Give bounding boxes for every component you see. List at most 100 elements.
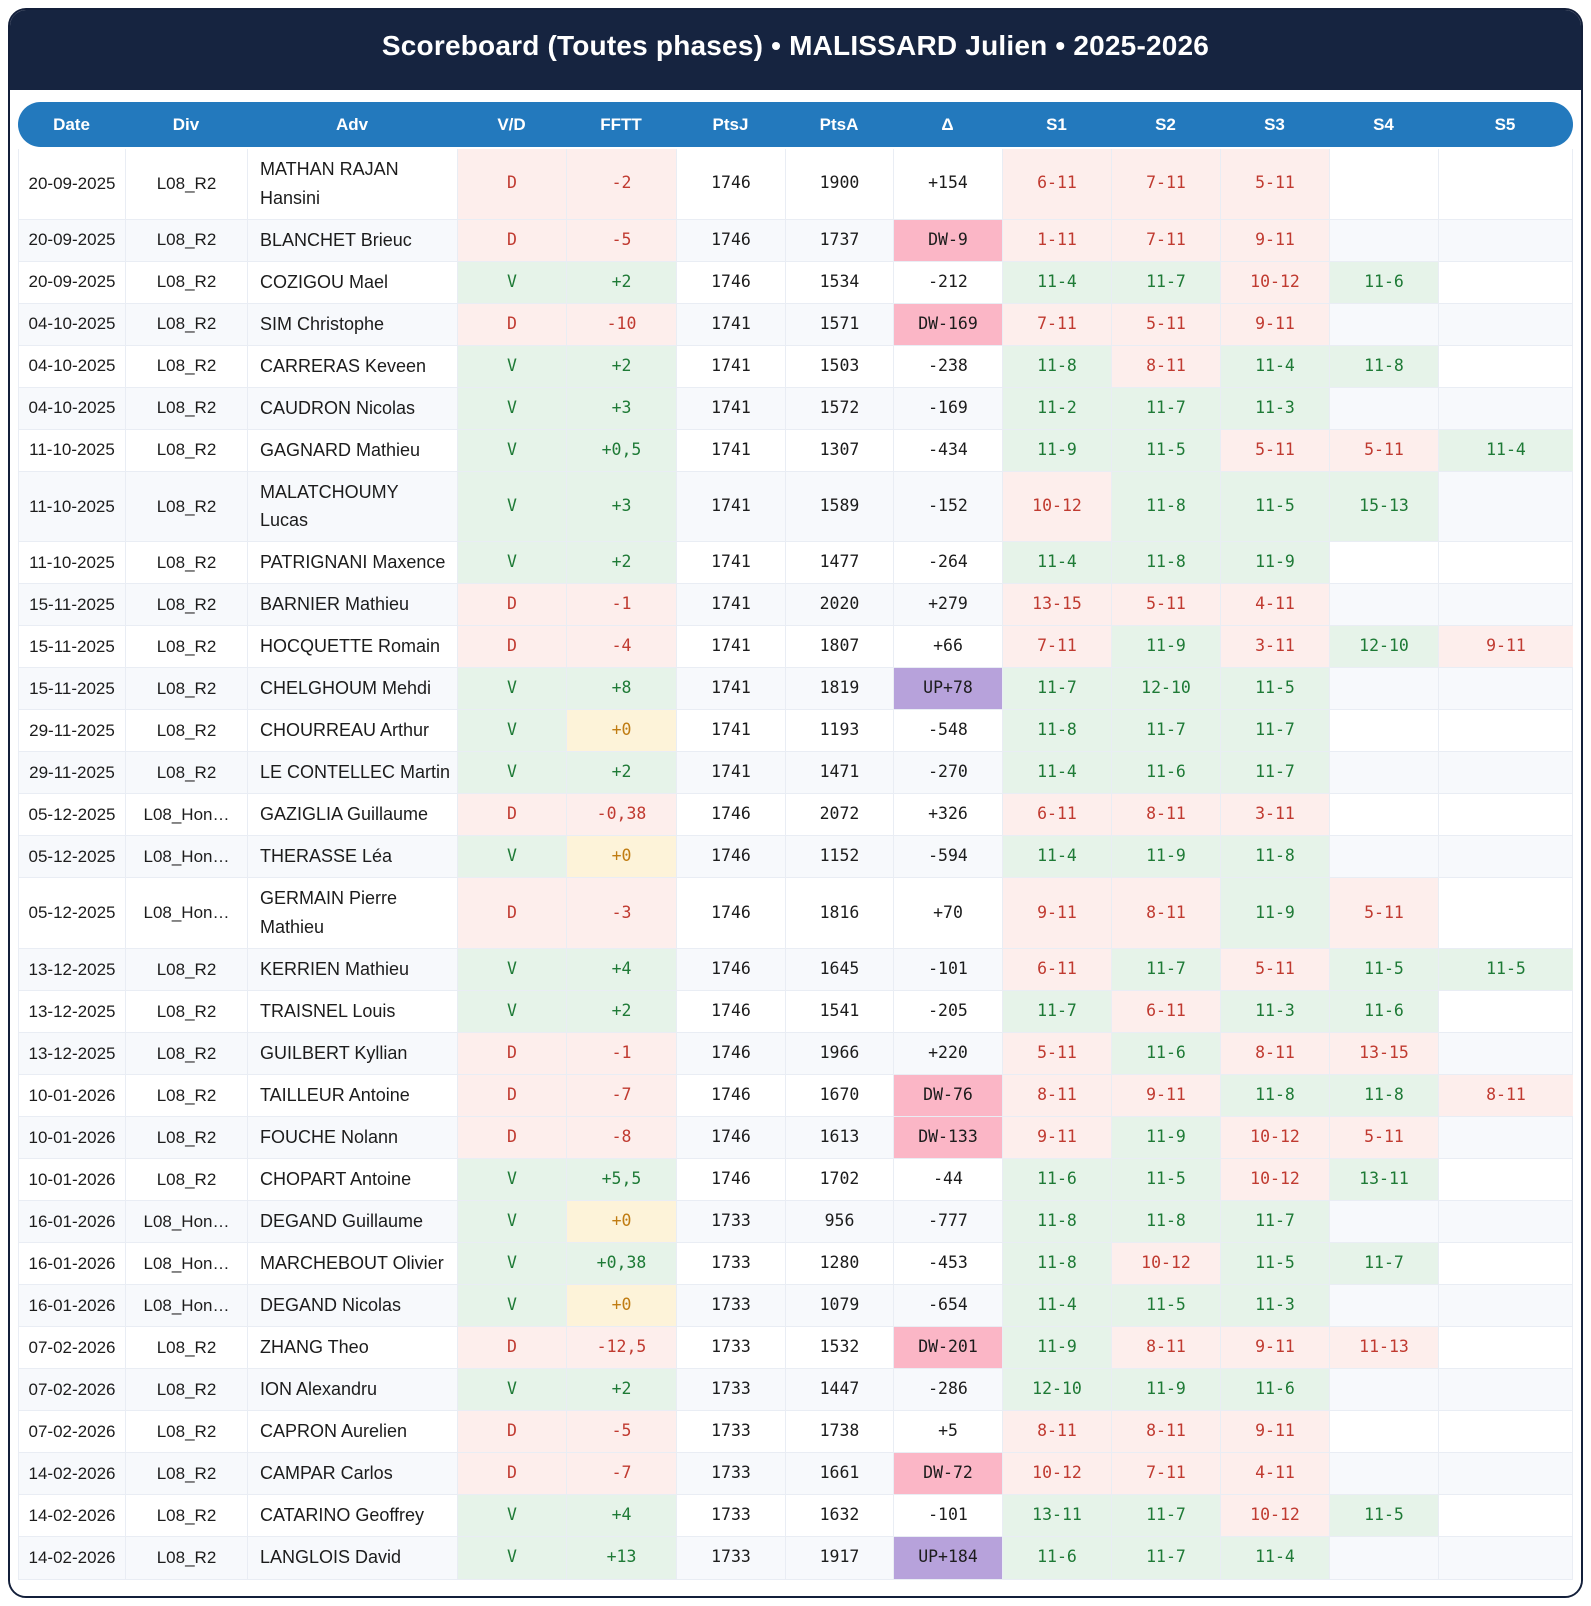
set4-score-cell: 5-11 <box>1330 429 1439 471</box>
division-cell: L08_R2 <box>126 149 248 219</box>
set5-score-cell <box>1439 1495 1573 1536</box>
date-cell: 14-02-2026 <box>19 1536 126 1579</box>
table-row: 15-11-2025 L08_R2 BARNIER Mathieu D -1 1… <box>19 584 1572 627</box>
victory-defeat-cell: V <box>458 1536 567 1579</box>
table-row: 11-10-2025 L08_R2 MALATCHOUMY Lucas V +3… <box>19 471 1573 543</box>
player-points-cell: 1741 <box>677 668 786 710</box>
division-cell: L08_Hon… <box>126 1200 248 1242</box>
column-header-ptsj: PtsJ <box>712 114 749 134</box>
table-row: 05-12-2025 L08_Hon… GERMAIN Pierre Mathi… <box>19 878 1572 949</box>
delta-cell: +279 <box>894 584 1003 626</box>
division-cell: L08_R2 <box>126 261 248 303</box>
date-cell: 07-02-2026 <box>19 1368 126 1410</box>
division-cell: L08_R2 <box>126 303 248 345</box>
set1-score-cell: 11-7 <box>1003 990 1112 1032</box>
set1-score-cell: 10-12 <box>1003 471 1112 542</box>
set5-score-cell <box>1439 1117 1573 1158</box>
opponent-cell: GUILBERT Kyllian <box>248 1032 458 1074</box>
victory-defeat-cell: D <box>458 1116 567 1158</box>
set1-score-cell: 9-11 <box>1003 878 1112 948</box>
set4-score-cell <box>1330 710 1439 752</box>
opponent-cell: CARRERAS Keveen <box>248 345 458 387</box>
date-cell: 15-11-2025 <box>19 584 126 626</box>
opponent-cell: CHELGHOUM Mehdi <box>248 668 458 710</box>
opponent-cell: BARNIER Mathieu <box>248 584 458 626</box>
opponent-cell: TAILLEUR Antoine <box>248 1074 458 1116</box>
set3-score-cell: 4-11 <box>1221 1452 1330 1494</box>
victory-defeat-cell: V <box>458 1494 567 1536</box>
player-points-cell: 1733 <box>677 1242 786 1284</box>
division-cell: L08_R2 <box>126 1032 248 1074</box>
set2-score-cell: 11-6 <box>1112 752 1221 794</box>
set4-score-cell: 12-10 <box>1330 626 1439 668</box>
date-cell: 29-11-2025 <box>19 752 126 794</box>
set3-score-cell: 9-11 <box>1221 303 1330 345</box>
page-title: Scoreboard (Toutes phases) • MALISSARD J… <box>381 30 1210 61</box>
division-cell: L08_R2 <box>126 345 248 387</box>
opponent-cell: LANGLOIS David <box>248 1536 458 1579</box>
table-row: 14-02-2026 L08_R2 CAMPAR Carlos D -7 173… <box>19 1452 1572 1495</box>
column-header-fftt: FFTT <box>600 114 642 134</box>
delta-cell: UP+184 <box>894 1536 1003 1579</box>
set5-score-cell <box>1439 262 1573 303</box>
set4-score-cell: 11-5 <box>1330 948 1439 990</box>
set4-score-cell: 11-6 <box>1330 990 1439 1032</box>
opponent-points-cell: 1613 <box>786 1116 894 1158</box>
delta-cell: -101 <box>894 948 1003 990</box>
table-row: 13-12-2025 L08_R2 TRAISNEL Louis V +2 17… <box>19 990 1572 1033</box>
set3-score-cell: 10-12 <box>1221 261 1330 303</box>
fftt-points-cell: +4 <box>567 1494 677 1536</box>
player-points-cell: 1741 <box>677 542 786 584</box>
delta-cell: -286 <box>894 1368 1003 1410</box>
opponent-points-cell: 1447 <box>786 1368 894 1410</box>
opponent-cell: CATARINO Geoffrey <box>248 1494 458 1536</box>
fftt-points-cell: +0 <box>567 836 677 878</box>
delta-cell: UP+78 <box>894 668 1003 710</box>
opponent-points-cell: 1670 <box>786 1074 894 1116</box>
player-points-cell: 1733 <box>677 1284 786 1326</box>
set4-score-cell <box>1330 752 1439 794</box>
fftt-points-cell: +0 <box>567 710 677 752</box>
player-points-cell: 1746 <box>677 1158 786 1200</box>
table-row: 04-10-2025 L08_R2 CARRERAS Keveen V +2 1… <box>19 345 1572 388</box>
set5-score-cell <box>1439 878 1573 948</box>
opponent-cell: CAUDRON Nicolas <box>248 387 458 429</box>
delta-cell: +5 <box>894 1410 1003 1452</box>
set3-score-cell: 10-12 <box>1221 1494 1330 1536</box>
victory-defeat-cell: V <box>458 1200 567 1242</box>
delta-cell: DW-76 <box>894 1074 1003 1116</box>
delta-cell: -434 <box>894 429 1003 471</box>
date-cell: 07-02-2026 <box>19 1326 126 1368</box>
column-header-s1: S1 <box>1046 114 1067 134</box>
victory-defeat-cell: V <box>458 710 567 752</box>
set2-score-cell: 11-7 <box>1112 387 1221 429</box>
column-header-s5: S5 <box>1494 114 1516 134</box>
division-cell: L08_R2 <box>126 1074 248 1116</box>
set5-score-cell: 9-11 <box>1439 626 1573 668</box>
date-cell: 11-10-2025 <box>19 542 126 584</box>
set2-score-cell: 5-11 <box>1112 303 1221 345</box>
set1-score-cell: 6-11 <box>1003 794 1112 836</box>
date-cell: 15-11-2025 <box>19 668 126 710</box>
set4-score-cell: 11-8 <box>1330 345 1439 387</box>
opponent-points-cell: 1661 <box>786 1452 894 1494</box>
opponent-cell: MARCHEBOUT Olivier <box>248 1242 458 1284</box>
date-cell: 10-01-2026 <box>19 1158 126 1200</box>
delta-cell: +70 <box>894 878 1003 948</box>
victory-defeat-cell: D <box>458 794 567 836</box>
set1-score-cell: 11-4 <box>1003 261 1112 303</box>
set3-score-cell: 11-5 <box>1221 471 1330 542</box>
division-cell: L08_R2 <box>126 1410 248 1452</box>
set5-score-cell <box>1439 472 1573 542</box>
player-points-cell: 1746 <box>677 1074 786 1116</box>
fftt-points-cell: -0,38 <box>567 794 677 836</box>
table-row: 11-10-2025 L08_R2 PATRIGNANI Maxence V +… <box>19 542 1572 585</box>
set2-score-cell: 7-11 <box>1112 149 1221 219</box>
division-cell: L08_R2 <box>126 219 248 261</box>
set4-score-cell: 5-11 <box>1330 878 1439 948</box>
set5-score-cell <box>1439 1327 1573 1368</box>
fftt-points-cell: +2 <box>567 542 677 584</box>
fftt-points-cell: -10 <box>567 303 677 345</box>
table-row: 10-01-2026 L08_R2 FOUCHE Nolann D -8 174… <box>19 1116 1573 1159</box>
fftt-points-cell: -8 <box>567 1116 677 1158</box>
